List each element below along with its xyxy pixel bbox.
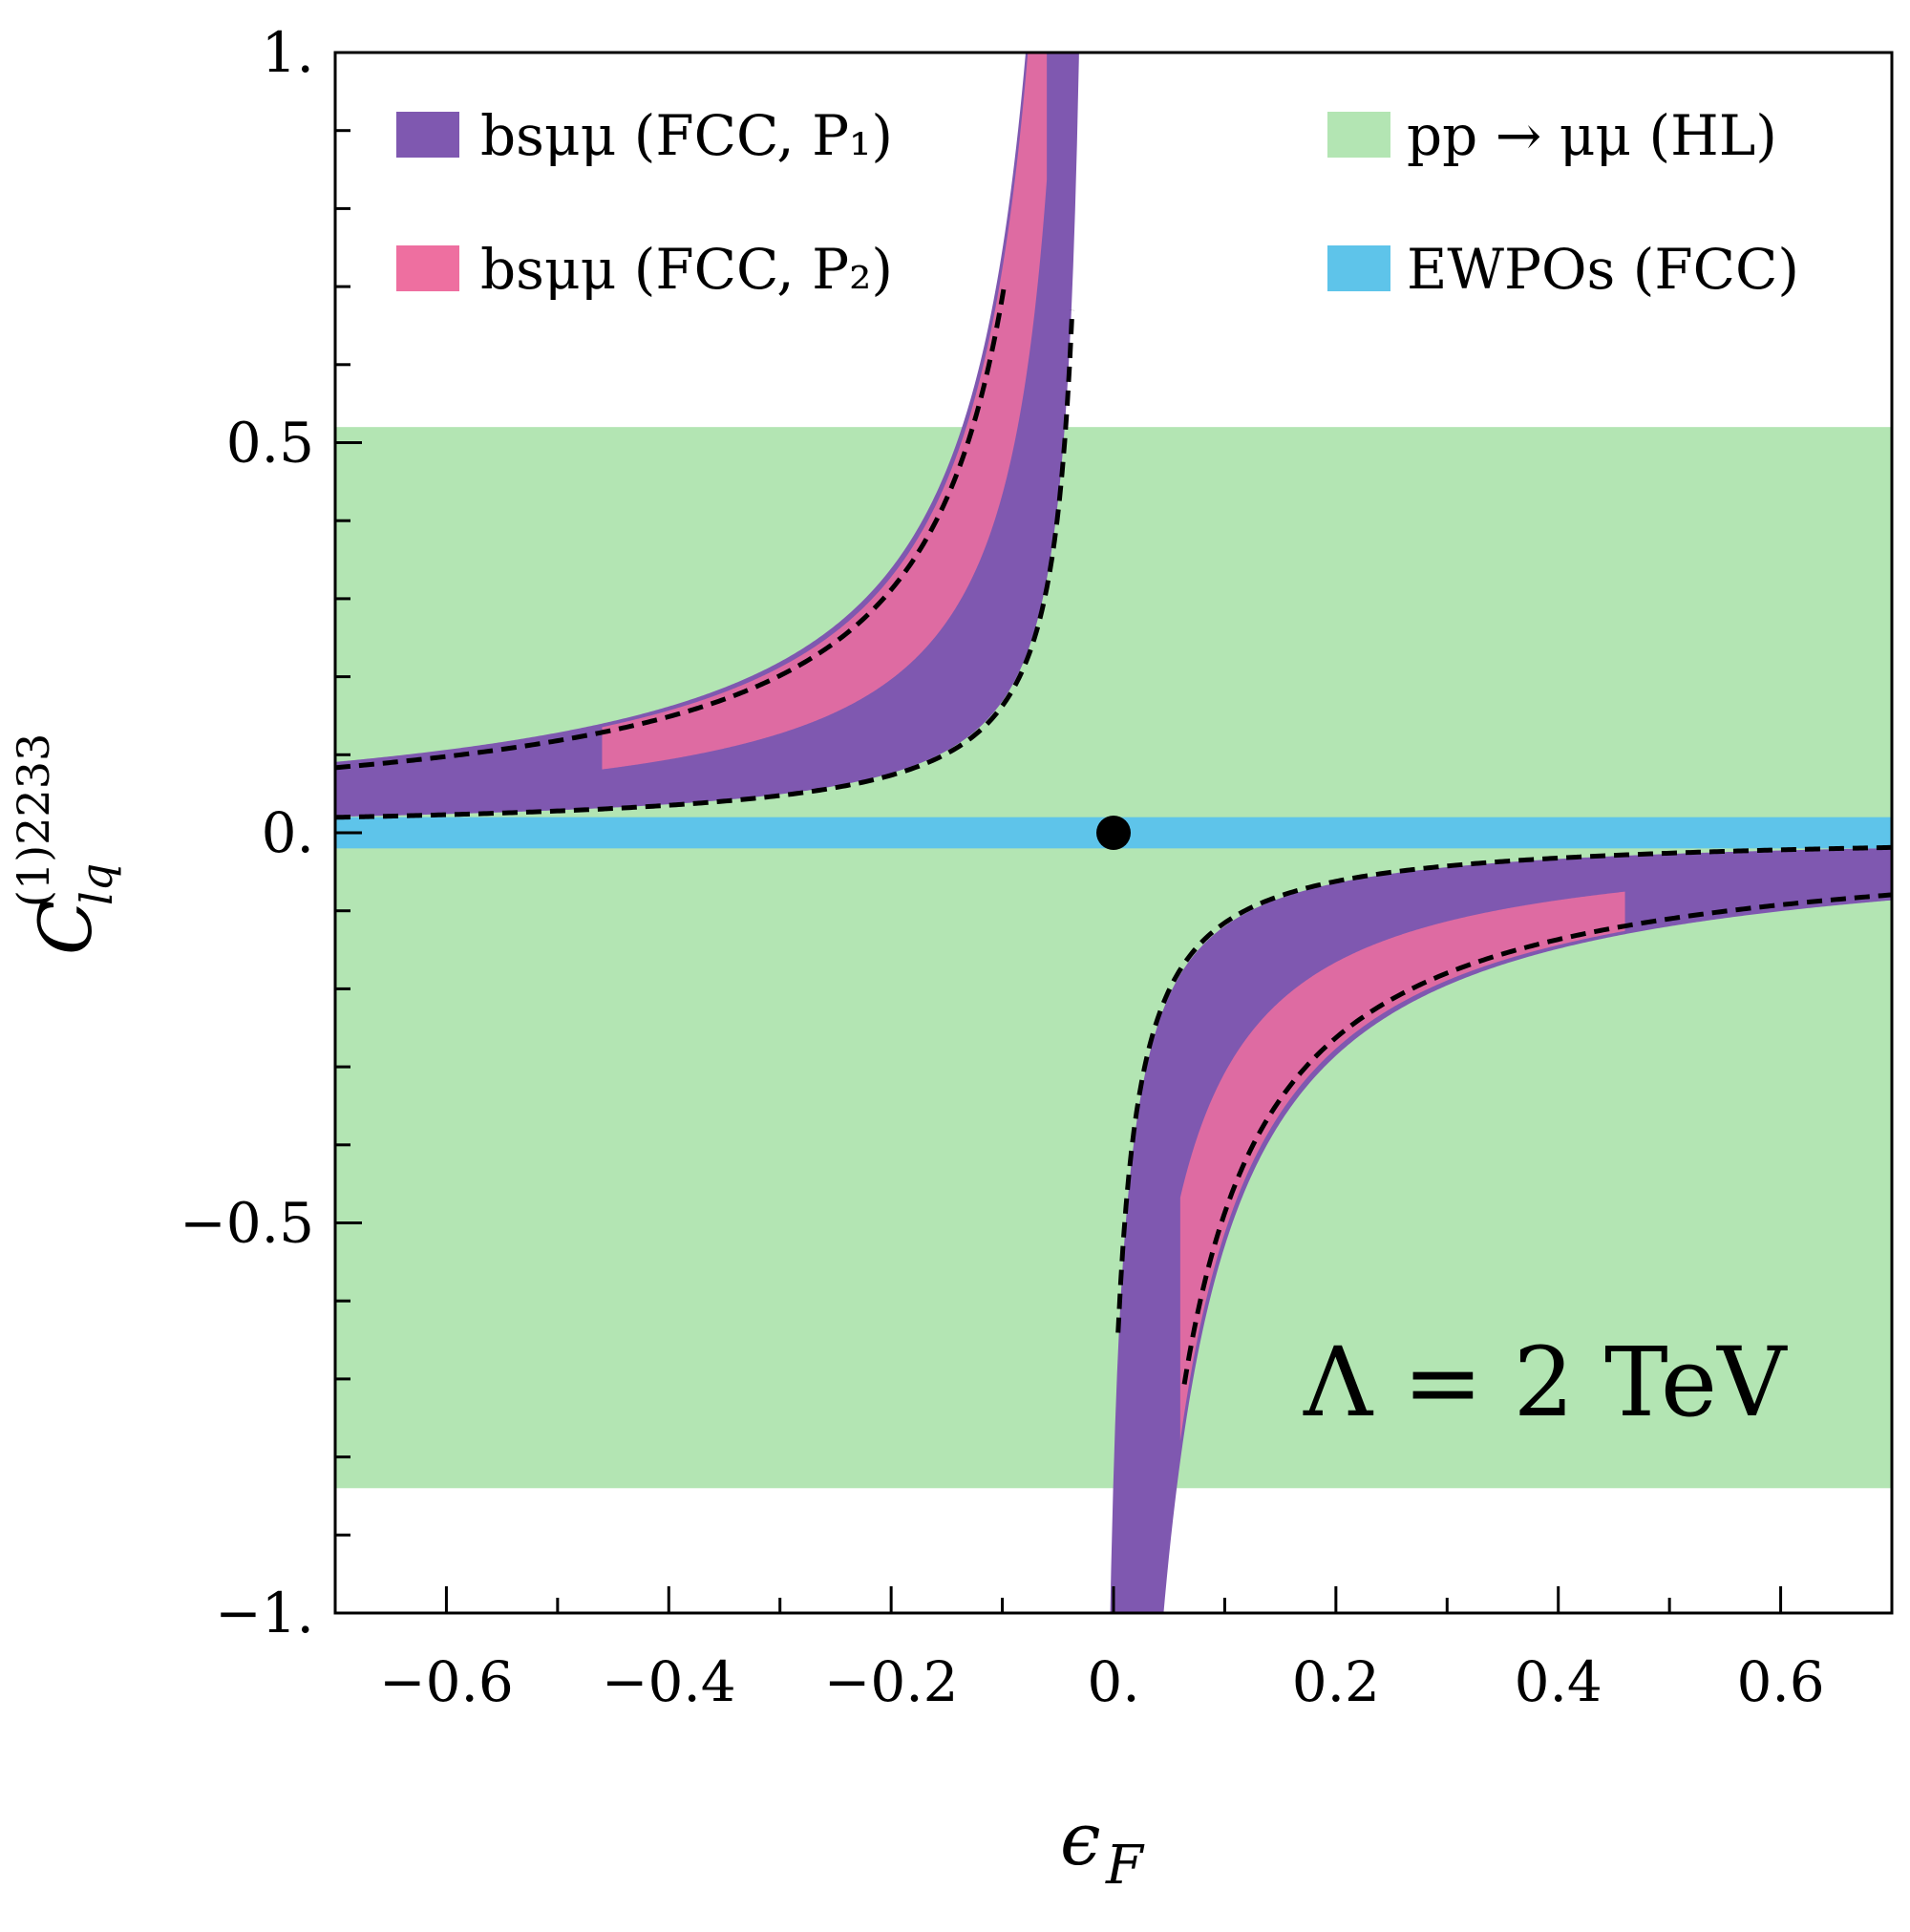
x-axis-title-main: ϵ — [1060, 1796, 1101, 1881]
legend-swatch — [396, 245, 459, 291]
legend-label: bsμμ (FCC, P₂) — [480, 237, 893, 302]
x-tick-label: −0.4 — [602, 1649, 736, 1714]
p2-band-lower — [1179, 891, 1625, 1441]
y-tick-label: −1. — [215, 1581, 314, 1645]
x-tick-label: 0.4 — [1515, 1649, 1602, 1714]
x-axis-title-sub: F — [1105, 1835, 1145, 1897]
boundary-dashed-curve — [1115, 844, 1892, 1333]
legend-swatch — [1327, 112, 1390, 158]
boundary-dashed-curve — [335, 309, 1075, 820]
origin-point — [1096, 816, 1131, 850]
y-tick-label: 1. — [262, 20, 314, 85]
pp-mumu-hl-band — [335, 427, 1892, 1489]
x-tick-label: 0. — [1087, 1649, 1139, 1714]
legend-label: EWPOs (FCC) — [1407, 237, 1799, 302]
x-tick-label: 0.2 — [1292, 1649, 1380, 1714]
x-tick-labels: −0.6 −0.4 −0.2 0. 0.2 0.4 0.6 — [379, 1649, 1825, 1714]
legend-label: bsμμ (FCC, P₁) — [480, 103, 893, 168]
y-axis-title-sup: (1)2233 — [8, 733, 59, 907]
x-tick-label: 0.6 — [1736, 1649, 1824, 1714]
y-tick-label: −0.5 — [180, 1191, 314, 1256]
y-tick-label: 0.5 — [226, 411, 314, 476]
y-tick-labels: −1. −0.5 0. 0.5 1. — [180, 20, 314, 1645]
boundary-dashed-curve — [335, 286, 1007, 771]
p2-band-upper — [602, 53, 1048, 770]
x-axis-title: ϵ F — [1060, 1796, 1145, 1897]
axis-ticks — [333, 51, 1894, 1615]
x-tick-label: −0.6 — [379, 1649, 514, 1714]
legend: bsμμ (FCC, P₁) bsμμ (FCC, P₂) pp → μμ (H… — [396, 103, 1799, 302]
boundary-dashed-curve — [1181, 892, 1892, 1385]
y-axis-title-sub: lq — [71, 863, 122, 905]
legend-swatch — [1327, 245, 1390, 291]
legend-label: pp → μμ (HL) — [1407, 103, 1777, 168]
y-axis-title: C lq (1)2233 — [8, 733, 122, 955]
x-tick-label: −0.2 — [824, 1649, 959, 1714]
y-tick-label: 0. — [262, 800, 314, 865]
y-axis-title-main: C — [23, 900, 108, 955]
legend-swatch — [396, 112, 459, 158]
plot-area — [333, 51, 1894, 1615]
lambda-annotation: Λ = 2 TeV — [1303, 1327, 1788, 1438]
